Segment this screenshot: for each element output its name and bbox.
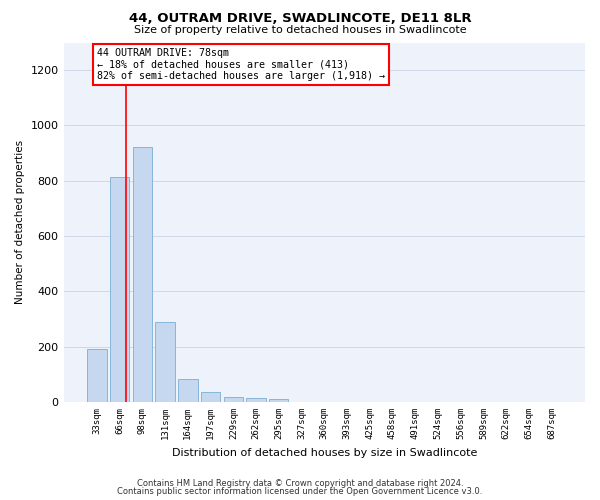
- Bar: [133, 147, 152, 402]
- Text: Contains HM Land Registry data © Crown copyright and database right 2024.: Contains HM Land Registry data © Crown c…: [137, 478, 463, 488]
- X-axis label: Distribution of detached houses by size in Swadlincote: Distribution of detached houses by size …: [172, 448, 477, 458]
- Bar: [155, 322, 175, 402]
- Text: 44 OUTRAM DRIVE: 78sqm
← 18% of detached houses are smaller (413)
82% of semi-de: 44 OUTRAM DRIVE: 78sqm ← 18% of detached…: [97, 48, 385, 81]
- Bar: [247, 398, 266, 402]
- Bar: [201, 392, 220, 402]
- Text: Size of property relative to detached houses in Swadlincote: Size of property relative to detached ho…: [134, 25, 466, 35]
- Text: Contains public sector information licensed under the Open Government Licence v3: Contains public sector information licen…: [118, 487, 482, 496]
- Bar: [224, 396, 243, 402]
- Bar: [178, 378, 197, 402]
- Bar: [269, 398, 289, 402]
- Y-axis label: Number of detached properties: Number of detached properties: [15, 140, 25, 304]
- Bar: [110, 178, 130, 402]
- Bar: [87, 348, 107, 402]
- Text: 44, OUTRAM DRIVE, SWADLINCOTE, DE11 8LR: 44, OUTRAM DRIVE, SWADLINCOTE, DE11 8LR: [128, 12, 472, 26]
